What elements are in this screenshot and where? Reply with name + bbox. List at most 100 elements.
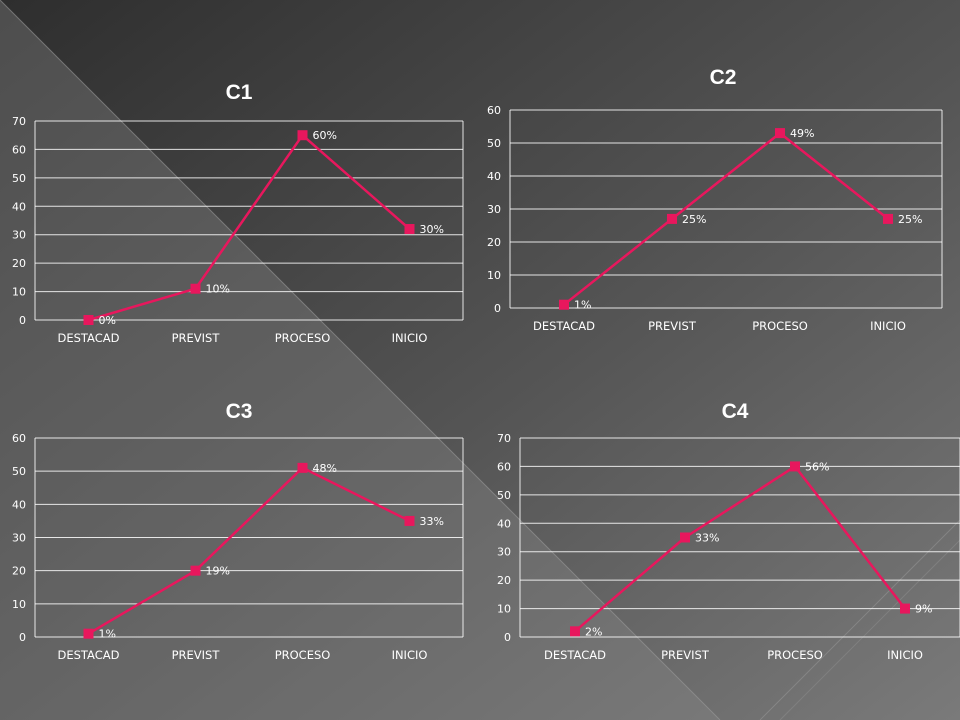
data-point-marker xyxy=(790,461,800,472)
chart-c3: C3 0 10 20 30 40 50 60 DESTACAD PREVIST PROCESO I… xyxy=(12,400,464,662)
y-tick-label: 30 xyxy=(12,229,26,242)
y-tick-label: 70 xyxy=(497,432,511,445)
data-point-marker xyxy=(775,128,785,139)
data-point-marker xyxy=(559,299,569,310)
x-category-label: INICIO xyxy=(392,648,428,662)
x-category-label: INICIO xyxy=(870,319,906,333)
y-axis-ticks: 0 10 20 30 40 50 60 xyxy=(12,432,26,644)
gridlines xyxy=(519,437,960,638)
data-point-marker xyxy=(83,315,94,325)
chart-c4: C4 0 10 20 30 40 50 60 70 DESTACAD PREVIST PROCES… xyxy=(497,400,960,662)
data-labels: 1% 25% 49% 25% xyxy=(574,127,922,312)
data-point-marker xyxy=(680,532,690,543)
chart-title: C3 xyxy=(226,400,253,423)
data-point-marker xyxy=(404,224,415,235)
chart-title: C4 xyxy=(722,400,749,423)
data-label: 25% xyxy=(682,213,706,226)
series-line xyxy=(83,130,415,325)
x-category-label: PROCESO xyxy=(275,331,331,345)
x-category-label: DESTACAD xyxy=(533,319,595,333)
data-label: 60% xyxy=(313,129,337,142)
y-tick-label: 20 xyxy=(12,565,26,578)
x-category-label: PROCESO xyxy=(275,648,331,662)
y-tick-label: 50 xyxy=(487,137,501,150)
y-tick-label: 20 xyxy=(12,257,26,270)
data-point-marker xyxy=(900,603,910,614)
y-tick-label: 30 xyxy=(12,532,26,545)
x-axis-categories: DESTACAD PREVIST PROCESO INICIO xyxy=(544,648,923,662)
y-tick-label: 10 xyxy=(497,603,511,616)
data-point-marker xyxy=(190,283,201,294)
x-axis-categories: DESTACAD PREVIST PROCESO INICIO xyxy=(58,331,428,345)
y-axis-ticks: 0 10 20 30 40 50 60 70 xyxy=(12,115,26,327)
series-line-path xyxy=(574,465,906,633)
data-point-marker xyxy=(297,130,308,141)
data-labels: 1% 19% 48% 33% xyxy=(99,462,444,641)
y-tick-label: 0 xyxy=(494,302,501,315)
y-axis-ticks: 0 10 20 30 40 50 60 70 xyxy=(497,432,511,644)
y-tick-label: 40 xyxy=(487,170,501,183)
y-axis-ticks: 0 10 20 30 40 50 60 xyxy=(487,104,501,315)
data-point-marker xyxy=(667,213,677,224)
series-line-path xyxy=(88,133,411,322)
y-tick-label: 0 xyxy=(504,631,511,644)
y-tick-label: 40 xyxy=(12,498,26,511)
data-label: 56% xyxy=(805,460,829,473)
data-point-marker xyxy=(883,213,893,224)
x-category-label: DESTACAD xyxy=(58,331,120,345)
data-label: 49% xyxy=(790,127,814,140)
data-point-marker xyxy=(570,626,580,637)
x-category-label: PROCESO xyxy=(752,319,808,333)
y-tick-label: 0 xyxy=(19,314,26,327)
y-tick-label: 60 xyxy=(497,460,511,473)
x-category-label: PREVIST xyxy=(648,319,697,333)
data-label: 33% xyxy=(420,515,444,528)
x-category-label: INICIO xyxy=(392,331,428,345)
x-axis-categories: DESTACAD PREVIST PROCESO INICIO xyxy=(58,648,428,662)
data-point-marker xyxy=(297,462,308,473)
y-tick-label: 10 xyxy=(12,598,26,611)
data-label: 10% xyxy=(206,283,230,296)
data-label: 30% xyxy=(420,223,444,236)
y-tick-label: 50 xyxy=(12,465,26,478)
y-tick-label: 60 xyxy=(12,432,26,445)
x-axis-categories: DESTACAD PREVIST PROCESO INICIO xyxy=(533,319,906,333)
x-category-label: DESTACAD xyxy=(544,648,606,662)
y-tick-label: 70 xyxy=(12,115,26,128)
y-tick-label: 30 xyxy=(487,203,501,216)
series-line-path xyxy=(563,131,889,306)
data-label: 25% xyxy=(898,213,922,226)
data-label: 2% xyxy=(585,625,602,638)
y-tick-label: 10 xyxy=(487,269,501,282)
data-label: 1% xyxy=(574,299,591,312)
x-category-label: PREVIST xyxy=(661,648,710,662)
series-line xyxy=(570,461,910,637)
series-line-path xyxy=(87,466,411,635)
data-label: 0% xyxy=(99,314,116,327)
y-tick-label: 40 xyxy=(497,517,511,530)
y-tick-label: 20 xyxy=(497,574,511,587)
data-point-marker xyxy=(83,628,94,639)
y-tick-label: 60 xyxy=(487,104,501,117)
y-tick-label: 60 xyxy=(12,143,26,156)
data-point-marker xyxy=(190,565,201,576)
data-labels: 0% 10% 60% 30% xyxy=(99,129,444,327)
x-category-label: PREVIST xyxy=(172,331,221,345)
data-labels: 2% 33% 56% 9% xyxy=(585,460,932,638)
chart-title: C2 xyxy=(710,66,737,89)
data-label: 1% xyxy=(99,628,116,641)
chart-c1: C1 0 10 20 30 40 50 60 70 DESTACAD PREVIST PROCES… xyxy=(12,81,464,345)
data-point-marker xyxy=(404,515,415,526)
chart-title: C1 xyxy=(226,81,253,104)
data-label: 33% xyxy=(695,532,719,545)
chart-c2: C2 0 10 20 30 40 50 60 DESTACAD PREVIST PROCESO I… xyxy=(487,66,943,333)
y-tick-label: 40 xyxy=(12,200,26,213)
x-category-label: PROCESO xyxy=(767,648,823,662)
series-line xyxy=(559,128,893,310)
data-label: 9% xyxy=(915,603,932,616)
gridlines xyxy=(34,120,464,321)
y-tick-label: 30 xyxy=(497,546,511,559)
x-category-label: DESTACAD xyxy=(58,648,120,662)
data-label: 19% xyxy=(206,565,230,578)
